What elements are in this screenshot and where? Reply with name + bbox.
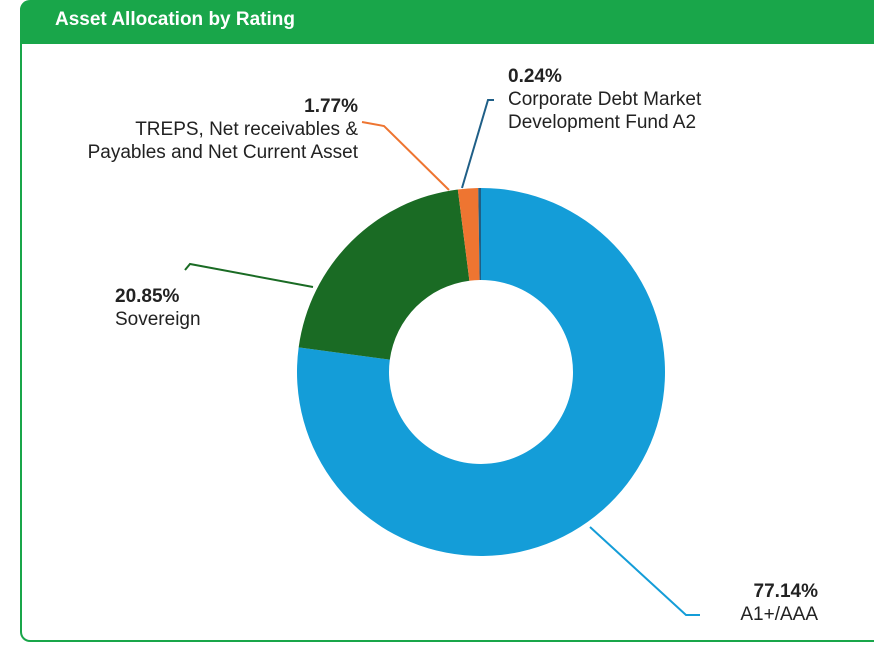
value-label: 1.77% [304, 96, 358, 117]
donut-slice [457, 188, 480, 281]
slice-label: 20.85% Sovereign [115, 285, 315, 331]
category-label: A1+/AAA [740, 604, 818, 625]
value-label: 20.85% [115, 286, 180, 307]
leader-line [589, 526, 700, 616]
header-bar [20, 0, 874, 44]
leader-line [461, 99, 494, 189]
slice-label: 77.14% A1+/AAA [578, 580, 818, 626]
value-label: 0.24% [508, 66, 562, 87]
donut-slice [298, 189, 470, 360]
leader-line [184, 262, 314, 288]
panel [20, 0, 874, 642]
category-label: Corporate Debt Market Development Fund A… [508, 89, 702, 133]
leader-line [361, 121, 450, 191]
value-label: 77.14% [753, 581, 818, 602]
category-label: TREPS, Net receivables & Payables and Ne… [87, 119, 358, 163]
slice-label: 0.24% Corporate Debt Market Development F… [508, 65, 788, 134]
slice-label: 1.77% TREPS, Net receivables & Payables a… [58, 95, 358, 164]
donut-slice [297, 188, 665, 556]
category-label: Sovereign [115, 309, 201, 330]
chart-title: Asset Allocation by Rating [55, 9, 295, 30]
donut-slice [478, 188, 481, 281]
